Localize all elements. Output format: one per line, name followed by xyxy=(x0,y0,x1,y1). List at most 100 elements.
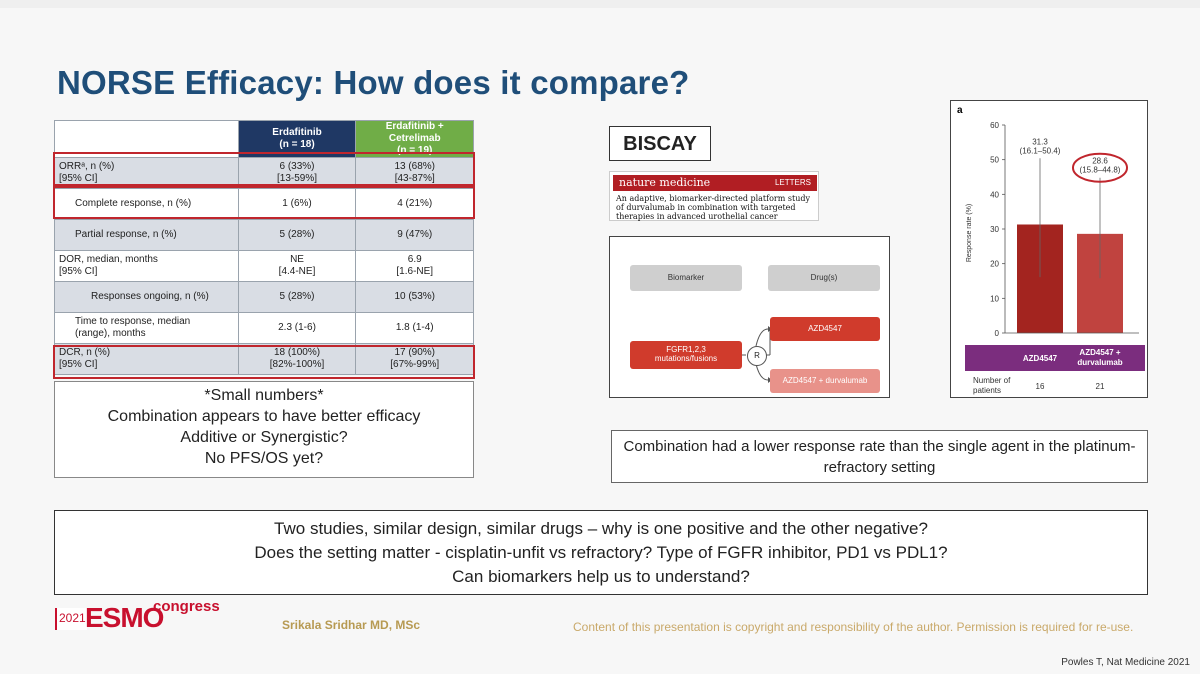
top-strip xyxy=(0,0,1200,8)
logo-year: 2021 xyxy=(59,611,86,625)
value-line2: [43-87%] xyxy=(394,173,435,184)
slide-title: NORSE Efficacy: How does it compare? xyxy=(57,64,690,101)
journal-name: nature medicine xyxy=(619,176,711,189)
question-line: Can biomarkers help us to understand? xyxy=(452,567,750,586)
row-value-erdafitinib: 5 (28%) xyxy=(237,219,357,251)
header-erdafitinib-n: (n = 18) xyxy=(279,139,315,150)
table-row-partial-response: Partial response, n (%) 5 (28%) 9 (47%) xyxy=(54,219,474,251)
note-line: No PFS/OS yet? xyxy=(204,450,324,467)
value-line2: [82%-100%] xyxy=(269,359,325,370)
category-band xyxy=(965,345,1145,371)
row-value-erdafitinib: 6 (33%) [13-59%] xyxy=(237,157,357,189)
arm2-box: AZD4547 + durvalumab xyxy=(770,369,880,393)
response-rate-chart-panel: a Response rate (%) 0 10 20 30 40 50 60 31.3 (16… xyxy=(950,100,1148,398)
row-value-combination: 10 (53%) xyxy=(355,281,474,313)
journal-section: LETTERS xyxy=(774,178,811,187)
citation: Powles T, Nat Medicine 2021 xyxy=(1061,657,1190,668)
row-label-line1: Time to response, median xyxy=(75,316,191,327)
questions-box: Two studies, similar design, similar dru… xyxy=(54,510,1148,595)
row-value-erdafitinib: NE [4.4-NE] xyxy=(237,250,357,282)
biscay-caption: Combination had a lower response rate th… xyxy=(611,430,1148,483)
row-value-combination: 1.8 (1-4) xyxy=(355,312,474,344)
value-line1: 6.9 xyxy=(407,254,422,265)
value-line1: 18 (100%) xyxy=(273,347,321,358)
value-line2: [13-59%] xyxy=(277,173,318,184)
question-line: Does the setting matter - cisplatin-unfi… xyxy=(254,543,948,562)
y-tick-label: 10 xyxy=(990,294,999,303)
header-combination-n: (n = 19) xyxy=(397,145,433,156)
value-line2: [67%-99%] xyxy=(390,359,440,370)
table-row-responses-ongoing: Responses ongoing, n (%) 5 (28%) 10 (53%… xyxy=(54,281,474,313)
value-line1: 17 (90%) xyxy=(394,347,436,358)
ci-label: (16.1–50.4) xyxy=(1020,146,1061,155)
row-label: Complete response, n (%) xyxy=(54,188,239,220)
category-label: AZD4547 + xyxy=(1079,348,1120,357)
row-label-line1: DOR, median, months xyxy=(59,254,158,265)
y-axis-label: Response rate (%) xyxy=(966,204,973,262)
row-value-erdafitinib: 2.3 (1-6) xyxy=(237,312,357,344)
logo-congress: congress xyxy=(153,598,220,615)
row-label-line1: DCR, n (%) xyxy=(59,347,111,358)
logo-brand: ESMO xyxy=(85,602,164,633)
notes-box: *Small numbers* Combination appears to h… xyxy=(54,381,474,478)
y-tick-label: 20 xyxy=(990,260,999,269)
value-line1: 1 (6%) xyxy=(282,198,312,209)
patient-count: 16 xyxy=(1036,382,1045,391)
value-line1: 1.8 (1-4) xyxy=(395,322,434,333)
header-combination: Erdafitinib + Cetrelimab (n = 19) xyxy=(355,120,474,158)
question-line: Two studies, similar design, similar dru… xyxy=(274,519,928,538)
y-tick-label: 30 xyxy=(990,225,999,234)
value-line1: 5 (28%) xyxy=(279,291,315,302)
row-label-line2: [95% CI] xyxy=(59,173,98,184)
header-blank-cell xyxy=(54,120,239,158)
category-label: AZD4547 xyxy=(1023,354,1058,363)
table-row-dcr: DCR, n (%) [95% CI] 18 (100%) [82%-100%] 1… xyxy=(54,343,474,375)
note-line: *Small numbers* xyxy=(204,387,324,404)
row-value-combination: 4 (21%) xyxy=(355,188,474,220)
arm1-box: AZD4547 xyxy=(770,317,880,341)
row-value-erdafitinib: 1 (6%) xyxy=(237,188,357,220)
value-line1: 13 (68%) xyxy=(394,161,436,172)
row-label: DOR, median, months [95% CI] xyxy=(54,250,239,282)
author-name: Srikala Sridhar MD, MSc xyxy=(282,618,421,632)
journal-banner: nature medicine LETTERS xyxy=(613,175,817,191)
value-line1: 6 (33%) xyxy=(279,161,315,172)
panel-letter: a xyxy=(957,105,963,116)
y-tick-label: 0 xyxy=(995,329,1000,338)
table-row-complete-response: Complete response, n (%) 1 (6%) 4 (21%) xyxy=(54,188,474,220)
efficacy-table: Erdafitinib (n = 18) Erdafitinib + Cetrel… xyxy=(54,120,474,375)
row-label-line1: Partial response, n (%) xyxy=(75,229,177,240)
response-rate-chart: a Response rate (%) 0 10 20 30 40 50 60 31.3(16… xyxy=(957,105,1145,395)
drugs-box: Drug(s) xyxy=(768,265,880,291)
row-label: Partial response, n (%) xyxy=(54,219,239,251)
value-line2: [1.6-NE] xyxy=(396,266,434,277)
biomarker-box: Biomarker xyxy=(630,265,742,291)
table-row-orr: ORRᵃ, n (%) [95% CI] 6 (33%) [13-59%] 13 (… xyxy=(54,157,474,189)
value-line1: 9 (47%) xyxy=(397,229,433,240)
row-label: DCR, n (%) [95% CI] xyxy=(54,343,239,375)
table-row-time-to-response: Time to response, median (range), months … xyxy=(54,312,474,344)
value-line1: 2.3 (1-6) xyxy=(278,322,316,333)
logo-year-block xyxy=(55,608,87,630)
value-line1: 10 (53%) xyxy=(394,291,436,302)
row-label-line2: [95% CI] xyxy=(59,266,98,277)
header-erdafitinib-name: Erdafitinib xyxy=(272,127,322,138)
row-label: Time to response, median (range), months xyxy=(54,312,239,344)
copyright-notice: Content of this presentation is copyrigh… xyxy=(573,620,1134,634)
journal-article-title: An adaptive, biomarker-directed platform… xyxy=(616,194,810,221)
y-tick-label: 60 xyxy=(990,121,999,130)
mutation-line2: mutations/fusions xyxy=(654,354,718,363)
value-label: 28.6 xyxy=(1092,157,1108,166)
row-value-erdafitinib: 5 (28%) xyxy=(237,281,357,313)
category-label: durvalumab xyxy=(1077,358,1122,367)
row-label-line1: Responses ongoing, n (%) xyxy=(91,291,209,302)
row-label-line2: (range), months xyxy=(75,328,146,339)
row-label: ORRᵃ, n (%) [95% CI] xyxy=(54,157,239,189)
row-value-combination: 13 (68%) [43-87%] xyxy=(355,157,474,189)
y-tick-label: 50 xyxy=(990,156,999,165)
mutation-line1: FGFR1,2,3 xyxy=(666,345,706,354)
header-combination-name: Erdafitinib + Cetrelimab xyxy=(385,121,444,144)
n-label: Number of xyxy=(973,376,1011,385)
y-tick-label: 40 xyxy=(990,190,999,199)
highlight-circle xyxy=(1072,152,1128,183)
